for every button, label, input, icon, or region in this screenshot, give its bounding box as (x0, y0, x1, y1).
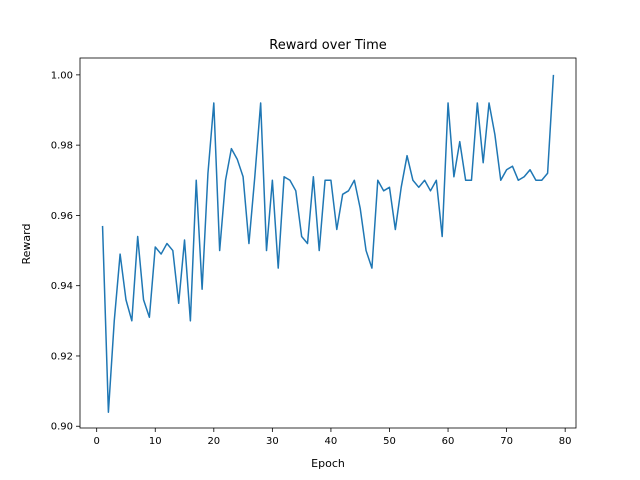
y-axis-label: Reward (20, 224, 33, 265)
x-tick-label: 50 (383, 436, 396, 447)
plot-area (79, 57, 577, 429)
x-tick-label: 0 (94, 436, 100, 447)
x-tick-label: 60 (442, 436, 455, 447)
y-tick-label: 1.00 (51, 70, 73, 81)
chart-title: Reward over Time (269, 38, 386, 53)
x-tick-label: 70 (500, 436, 513, 447)
x-tick-label: 30 (266, 436, 279, 447)
x-axis-label: Epoch (311, 457, 345, 470)
y-tick-label: 0.90 (51, 422, 73, 433)
y-tick-label: 0.92 (51, 351, 73, 362)
y-tick-label: 0.96 (51, 211, 73, 222)
y-tick-label: 0.98 (51, 141, 73, 152)
x-tick-label: 10 (149, 436, 162, 447)
x-tick-label: 40 (325, 436, 338, 447)
x-tick-label: 20 (207, 436, 220, 447)
x-tick-label: 80 (559, 436, 572, 447)
reward-series-line-0 (101, 74, 555, 413)
y-axis-ticks: 0.90 0.92 0.94 0.96 0.98 1.00 (51, 70, 80, 433)
x-axis-ticks: 0 10 20 30 40 50 60 70 80 (94, 428, 572, 447)
plot-frame (79, 57, 577, 429)
y-tick-label: 0.94 (51, 281, 73, 292)
